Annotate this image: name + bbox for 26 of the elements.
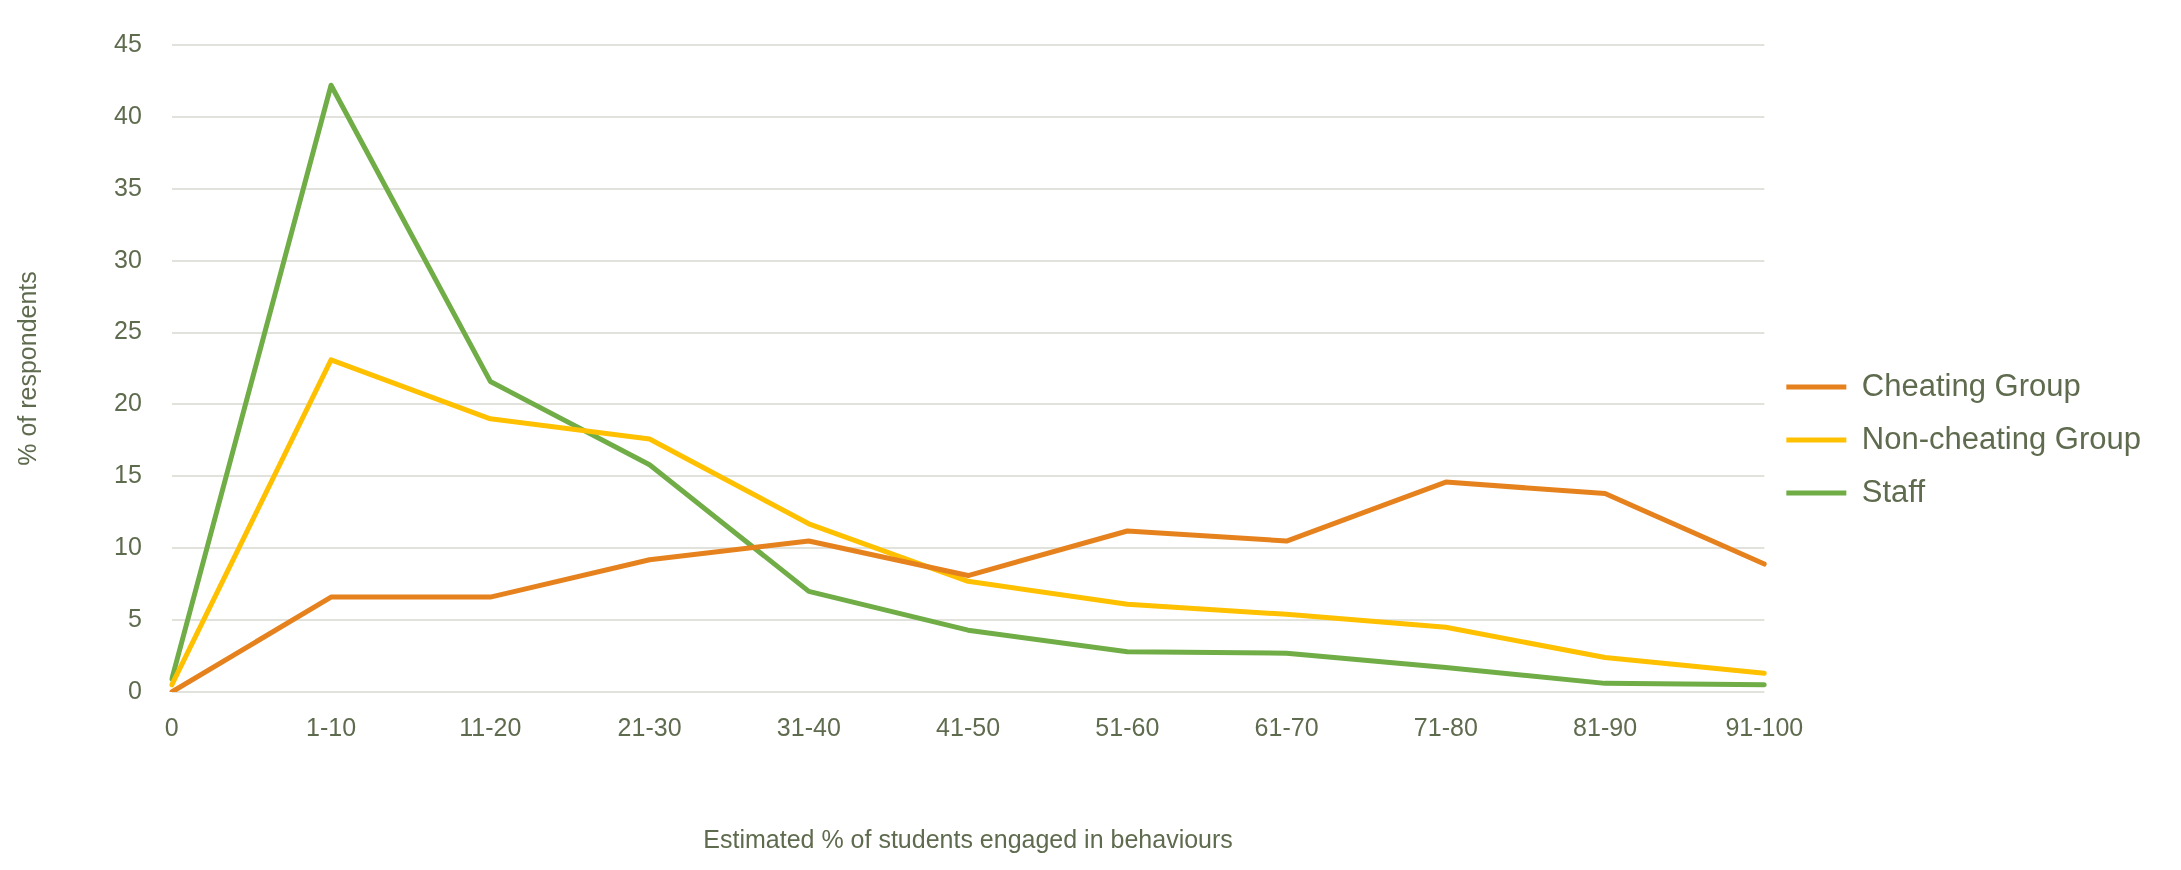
legend-label: Non-cheating Group [1861,420,2142,456]
x-tick-label: 21-30 [617,712,682,741]
x-tick-label: 61-70 [1254,712,1319,741]
x-tick-label: 31-40 [776,712,841,741]
y-tick-label: 40 [114,100,142,129]
y-tick-label: 20 [114,388,142,417]
x-tick-label: 91-100 [1725,712,1804,741]
legend-label: Cheating Group [1861,367,2081,403]
y-tick-label: 15 [114,460,142,489]
x-tick-label: 0 [164,712,179,741]
y-tick-label: 5 [127,604,142,632]
x-tick-label: 51-60 [1095,712,1160,741]
x-tick-label: 81-90 [1573,712,1638,741]
x-tick-label: 41-50 [936,712,1001,741]
y-axis-title: % of respondents [12,271,41,466]
y-tick-label: 0 [127,675,142,704]
x-tick-label: 11-20 [459,712,522,741]
y-tick-label: 25 [114,316,142,345]
y-tick-label: 35 [114,172,142,201]
legend-label: Staff [1861,473,1926,509]
y-tick-label: 45 [114,28,142,57]
x-tick-label: 71-80 [1413,712,1478,741]
x-axis-title: Estimated % of students engaged in behaviours [703,824,1233,853]
y-tick-label: 30 [114,244,142,273]
x-tick-label: 1-10 [306,712,357,741]
y-tick-label: 10 [114,532,142,561]
